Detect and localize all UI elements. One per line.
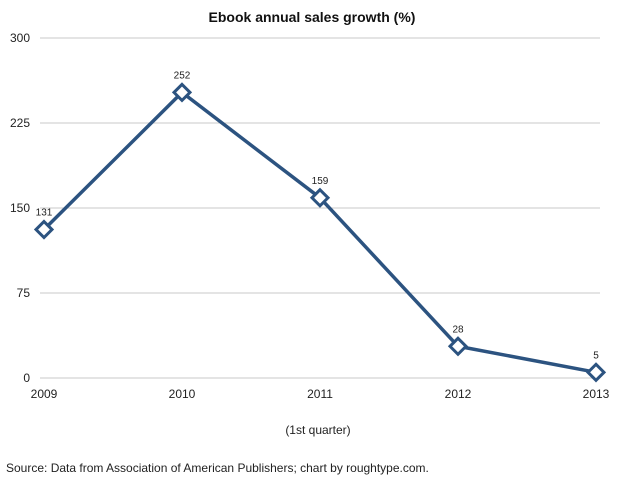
data-point-marker (33, 219, 55, 240)
data-label: 28 (452, 324, 464, 335)
chart-title: Ebook annual sales growth (%) (209, 9, 416, 25)
source-note: Source: Data from Association of America… (6, 461, 429, 475)
data-point-marker (309, 187, 331, 208)
gridlines (40, 37, 600, 379)
x-tick-label: 2013 (583, 387, 610, 401)
x-tick-label: 2009 (31, 387, 58, 401)
y-tick-label: 150 (10, 201, 30, 215)
y-tick-label: 0 (23, 371, 30, 385)
x-tick-label: 2012 (445, 387, 472, 401)
data-point-marker (171, 82, 193, 103)
series-line (42, 90, 597, 375)
data-label: 252 (174, 70, 191, 81)
data-label: 159 (312, 176, 329, 187)
x-axis-note: (1st quarter) (285, 423, 350, 437)
y-axis-ticks: 0 75 150 225 300 (10, 31, 30, 385)
y-tick-label: 75 (17, 286, 31, 300)
y-tick-label: 225 (10, 116, 30, 130)
x-tick-label: 2011 (307, 387, 333, 401)
data-point-marker (447, 336, 469, 357)
data-label: 131 (36, 208, 53, 219)
data-label: 5 (593, 350, 599, 361)
y-tick-label: 300 (10, 31, 30, 45)
series-group: 131 252 159 28 5 (33, 70, 607, 383)
x-axis-ticks: 2009 2010 2011 2012 2013 (31, 387, 610, 401)
data-point-marker (585, 362, 607, 383)
x-tick-label: 2010 (169, 387, 196, 401)
